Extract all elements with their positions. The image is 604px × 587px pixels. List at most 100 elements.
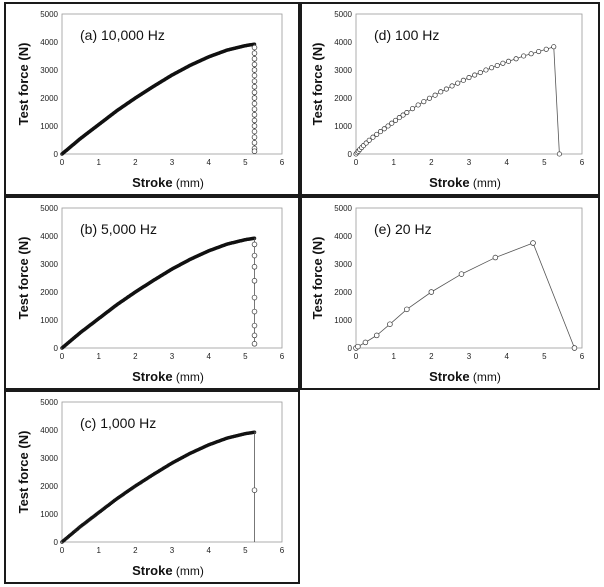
data-point xyxy=(363,140,369,146)
data-point xyxy=(494,62,500,69)
chart-a: 0 1 2 3 4 5 6 0 1000 2000 3000 4000 5000 (a) 10,000 H… xyxy=(16,10,285,190)
data-point xyxy=(528,51,534,57)
x-tick-label: 6 xyxy=(280,546,285,555)
x-tick-label: 4 xyxy=(206,158,211,167)
y-axis-label: Test force (N) xyxy=(16,237,31,320)
drop-point xyxy=(251,95,258,101)
plot-area xyxy=(61,401,283,543)
y-tick-label: 4000 xyxy=(334,232,352,241)
y-axis-label: Test force (N) xyxy=(16,431,31,514)
drop-point xyxy=(251,332,258,339)
data-point xyxy=(366,137,372,143)
data-point xyxy=(443,86,449,92)
series xyxy=(60,236,258,350)
x-axis-label: Stroke (mm) xyxy=(429,369,501,384)
drop-point xyxy=(251,117,258,124)
y-tick-label: 3000 xyxy=(40,66,58,75)
x-tick-label: 4 xyxy=(504,158,509,167)
data-point xyxy=(500,60,506,66)
plot-area xyxy=(61,207,283,349)
data-point xyxy=(472,72,478,78)
data-point xyxy=(404,110,410,116)
series xyxy=(353,44,562,157)
x-tick-label: 3 xyxy=(467,158,472,167)
x-axis-unit: (mm) xyxy=(173,370,204,384)
y-tick-label: 4000 xyxy=(40,38,58,47)
drop-point xyxy=(251,78,258,84)
x-tick-label: 5 xyxy=(243,158,248,167)
drop-point xyxy=(251,84,258,90)
y-tick-label: 1000 xyxy=(40,122,58,131)
drop-point xyxy=(251,56,258,62)
x-tick-label: 6 xyxy=(280,158,285,167)
drop-point xyxy=(251,128,258,135)
x-tick-label: 0 xyxy=(354,352,359,361)
y-tick-label: 2000 xyxy=(40,482,58,491)
x-tick-label: 6 xyxy=(580,158,585,167)
x-tick-label: 2 xyxy=(133,352,138,361)
data-point xyxy=(373,332,380,339)
data-point xyxy=(404,306,410,313)
data-point xyxy=(489,65,495,71)
plot-area xyxy=(61,13,283,155)
x-tick-label: 1 xyxy=(391,158,396,167)
data-point xyxy=(385,123,391,129)
x-tick-label: 6 xyxy=(580,352,585,361)
data-point xyxy=(415,102,421,108)
x-tick-label: 2 xyxy=(429,352,434,361)
drop-point xyxy=(251,72,258,79)
drop-point xyxy=(251,67,258,73)
x-tick-label: 0 xyxy=(60,158,65,167)
chart-e: 0 1 2 3 4 5 6 0 1000 2000 3000 4000 5000 (e) 20 Hz Str… xyxy=(310,204,585,384)
x-axis-unit: (mm) xyxy=(173,176,204,190)
series-line xyxy=(61,43,255,155)
data-point xyxy=(428,289,435,295)
data-point xyxy=(571,345,578,351)
x-axis-unit: (mm) xyxy=(173,564,204,578)
data-point xyxy=(409,106,416,112)
drop-point xyxy=(251,123,258,129)
y-tick-label: 5000 xyxy=(40,10,58,19)
x-tick-label: 2 xyxy=(429,158,434,167)
y-tick-label: 1000 xyxy=(334,122,352,131)
drop-point xyxy=(251,252,258,259)
chart-b: 0 1 2 3 4 5 6 0 1000 2000 3000 4000 5000 (b) 5,000 Hz… xyxy=(16,204,285,384)
x-tick-label: 4 xyxy=(504,352,509,361)
series xyxy=(353,240,578,351)
y-axis-label: Test force (N) xyxy=(310,237,325,320)
drop-point xyxy=(251,278,258,284)
y-tick-label: 1000 xyxy=(40,510,58,519)
x-tick-label: 6 xyxy=(280,352,285,361)
x-tick-label: 2 xyxy=(133,158,138,167)
x-axis-label: Stroke (mm) xyxy=(132,369,204,384)
y-tick-label: 3000 xyxy=(334,66,352,75)
data-point xyxy=(449,83,455,89)
data-point xyxy=(426,95,433,101)
y-tick-label: 5000 xyxy=(334,204,352,213)
x-axis-label: Stroke (mm) xyxy=(429,175,501,190)
series-line xyxy=(61,237,255,349)
x-tick-label: 1 xyxy=(96,352,101,361)
x-tick-label: 1 xyxy=(391,352,396,361)
data-point xyxy=(543,46,549,52)
x-tick-label: 3 xyxy=(467,352,472,361)
data-point xyxy=(483,67,489,73)
x-tick-label: 3 xyxy=(170,546,175,555)
y-axis-label: Test force (N) xyxy=(310,43,325,126)
x-axis-label: Stroke (mm) xyxy=(132,175,204,190)
y-tick-label: 0 xyxy=(348,150,353,159)
data-point xyxy=(466,75,472,81)
data-point xyxy=(374,131,380,137)
y-tick-label: 2000 xyxy=(334,288,352,297)
x-tick-label: 0 xyxy=(60,352,65,361)
drop-point xyxy=(251,100,258,107)
x-axis-label-text: Stroke xyxy=(429,369,469,384)
x-tick-label: 3 xyxy=(170,352,175,361)
data-point xyxy=(551,44,557,50)
x-tick-label: 4 xyxy=(206,546,211,555)
drop-point xyxy=(251,148,258,154)
x-tick-label: 5 xyxy=(542,158,547,167)
drop-point xyxy=(251,294,258,301)
y-tick-label: 5000 xyxy=(334,10,352,19)
chart-panel-d: 0 1 2 3 4 5 6 0 1000 2000 3000 4000 5000 (d) 100 Hz St… xyxy=(300,2,600,196)
